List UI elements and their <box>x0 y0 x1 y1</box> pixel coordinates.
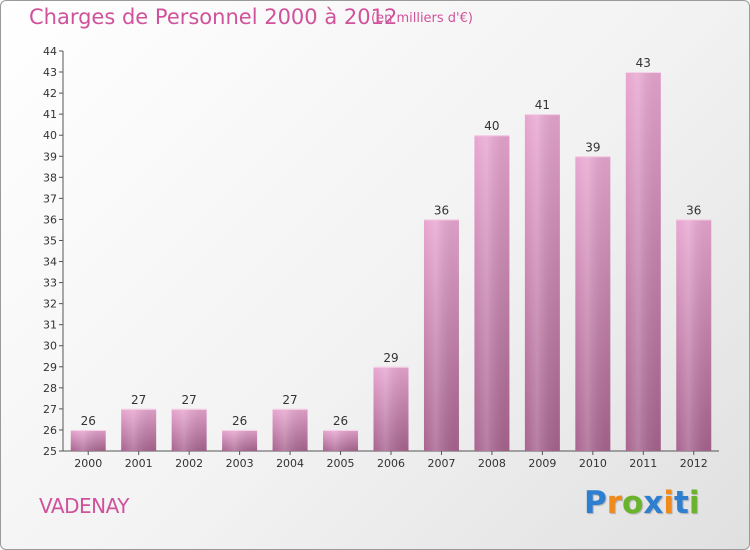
x-tick-label: 2003 <box>226 457 254 470</box>
logo-letter: x <box>643 485 664 521</box>
bar-series: 26 27 27 26 27 26 29 36 40 41 39 43 36 <box>70 56 712 452</box>
y-tick-label: 43 <box>43 66 57 79</box>
x-tick-label: 2011 <box>629 457 657 470</box>
bar-value-label: 41 <box>535 98 550 112</box>
chart-subtitle: (en milliers d'€) <box>371 11 473 26</box>
bar-highlight <box>625 72 661 451</box>
bar-value-label: 39 <box>585 140 600 154</box>
x-tick-label: 2010 <box>579 457 607 470</box>
bar-value-label: 26 <box>333 414 348 428</box>
y-axis: 25 26 27 28 29 30 31 32 33 34 35 36 37 38 39 40 41 42 43 44 <box>43 45 64 458</box>
bar-value-label: 43 <box>636 56 651 70</box>
x-axis: 2000 2001 2002 2003 2004 2005 2006 2007 2008 2009… <box>63 450 719 470</box>
bar-value-label: 29 <box>383 351 398 365</box>
x-tick-label: 2012 <box>680 457 708 470</box>
y-tick-label: 40 <box>43 129 57 142</box>
chart-title: Charges de Personnel 2000 à 2012 <box>29 5 398 29</box>
y-tick-label: 31 <box>43 319 57 332</box>
y-tick-label: 27 <box>43 403 57 416</box>
proxiti-logo: Proxiti <box>584 485 699 521</box>
bar-value-label: 27 <box>131 393 146 407</box>
x-tick-label: 2005 <box>327 457 355 470</box>
y-tick-label: 34 <box>43 256 57 269</box>
bar-highlight <box>323 429 359 451</box>
y-tick-label: 35 <box>43 234 57 247</box>
bar-highlight <box>171 408 207 451</box>
y-tick-label: 36 <box>43 213 57 226</box>
commune-name: VADENAY <box>39 494 129 518</box>
y-tick-label: 42 <box>43 87 57 100</box>
x-tick-label: 2002 <box>175 457 203 470</box>
bar-highlight <box>423 219 459 451</box>
logo-letter: t <box>673 485 689 521</box>
y-tick-label: 41 <box>43 108 57 121</box>
x-tick-label: 2007 <box>427 457 455 470</box>
y-tick-label: 25 <box>43 445 57 458</box>
x-tick-label: 2008 <box>478 457 506 470</box>
x-tick-label: 2006 <box>377 457 405 470</box>
bar-highlight <box>222 429 258 451</box>
logo-letter: P <box>584 485 607 521</box>
bar-value-label: 26 <box>81 414 96 428</box>
bar-highlight <box>575 156 611 451</box>
logo-letter: o <box>622 485 644 521</box>
y-tick-label: 38 <box>43 171 57 184</box>
logo-letter: i <box>688 485 700 521</box>
x-tick-label: 2004 <box>276 457 304 470</box>
bar-value-label: 27 <box>182 393 197 407</box>
x-tick-label: 2001 <box>125 457 153 470</box>
y-tick-label: 44 <box>43 45 57 58</box>
y-tick-label: 33 <box>43 277 57 290</box>
logo-letter: r <box>606 485 623 521</box>
bar-value-label: 40 <box>484 119 499 133</box>
bar-value-label: 36 <box>434 203 449 217</box>
bar-highlight <box>474 135 510 452</box>
y-tick-label: 32 <box>43 298 57 311</box>
bar-highlight <box>121 408 157 451</box>
x-tick-label: 2000 <box>74 457 102 470</box>
bar-highlight <box>272 408 308 451</box>
bar-highlight <box>70 429 106 451</box>
bar-highlight <box>524 114 560 451</box>
y-tick-label: 29 <box>43 361 57 374</box>
logo-letter: i <box>663 485 674 521</box>
bar-highlight <box>676 219 712 451</box>
y-tick-label: 28 <box>43 382 57 395</box>
bar-highlight <box>373 366 409 451</box>
bar-value-label: 26 <box>232 414 247 428</box>
bar-value-label: 36 <box>686 203 701 217</box>
x-tick-label: 2009 <box>528 457 556 470</box>
y-tick-label: 30 <box>43 340 57 353</box>
bar-value-label: 27 <box>282 393 297 407</box>
y-tick-label: 26 <box>43 424 57 437</box>
y-tick-label: 37 <box>43 192 57 205</box>
y-tick-label: 39 <box>43 150 57 163</box>
